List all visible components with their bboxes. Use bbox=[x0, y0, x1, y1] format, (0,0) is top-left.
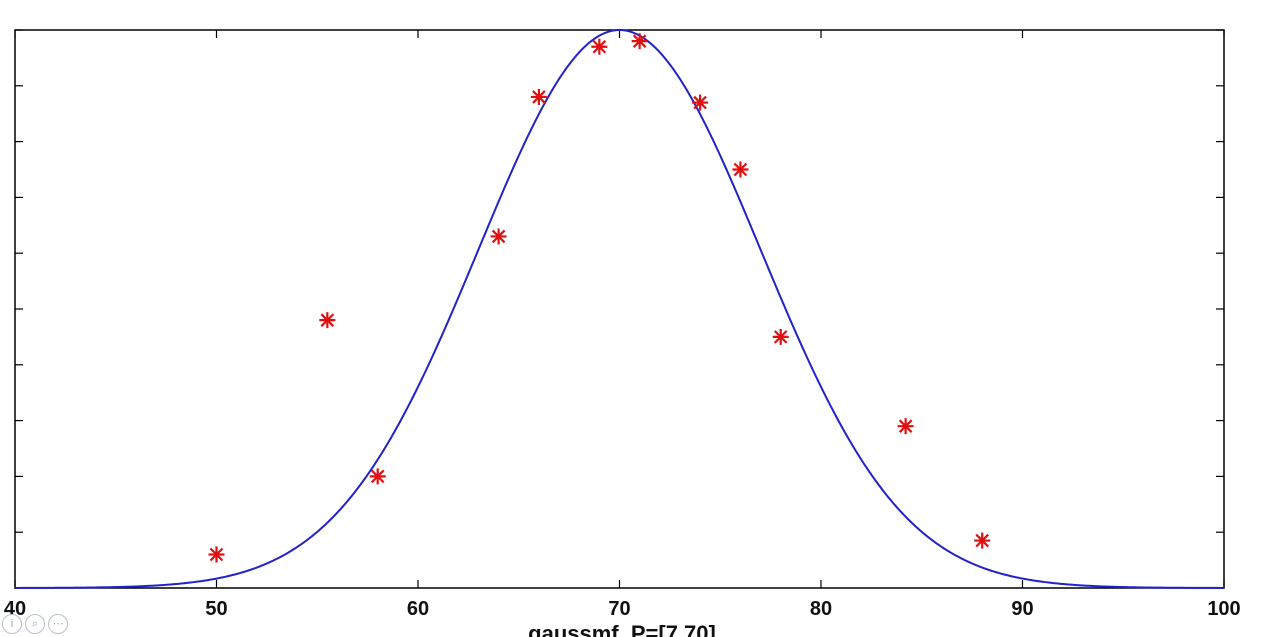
info-icon[interactable]: i bbox=[2, 614, 22, 634]
data-point-marker bbox=[631, 33, 648, 50]
data-point-marker bbox=[772, 328, 789, 345]
gaussmf-curve bbox=[15, 28, 1224, 589]
x-tick-label: 80 bbox=[810, 598, 832, 620]
data-point-marker bbox=[974, 532, 991, 549]
data-point-marker bbox=[319, 312, 336, 329]
axes-frame bbox=[14, 29, 1225, 589]
data-point-marker bbox=[369, 468, 386, 485]
zoom-icon[interactable]: ⌕ bbox=[25, 614, 45, 634]
more-icon[interactable]: ⋯ bbox=[48, 614, 68, 634]
data-point-marker bbox=[897, 418, 914, 435]
x-tick-label: 50 bbox=[205, 598, 227, 620]
data-point-marker bbox=[692, 94, 709, 111]
x-tick-label: 60 bbox=[407, 598, 429, 620]
x-tick-label: 70 bbox=[608, 598, 630, 620]
data-point-marker bbox=[208, 546, 225, 563]
figure-toolbar: i ⌕ ⋯ bbox=[2, 614, 68, 636]
x-axis-label: gaussmf, P=[7 70] bbox=[528, 621, 716, 637]
x-tick-label: 90 bbox=[1011, 598, 1033, 620]
data-point-marker bbox=[490, 228, 507, 245]
data-point-marker bbox=[530, 88, 547, 105]
data-point-marker bbox=[732, 161, 749, 178]
x-tick-label: 100 bbox=[1207, 598, 1240, 620]
data-point-marker bbox=[591, 38, 608, 55]
